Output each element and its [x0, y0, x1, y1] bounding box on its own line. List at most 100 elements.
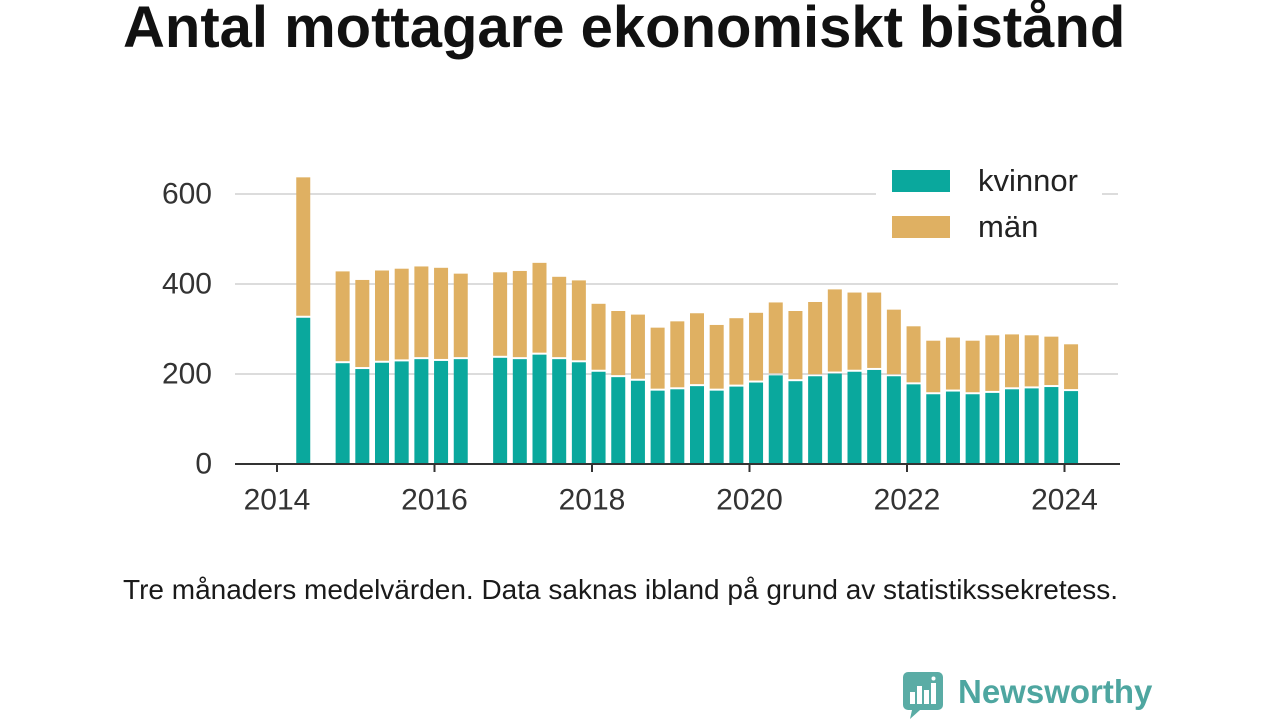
bar-man-2022-08 — [945, 337, 960, 390]
bar-man-2021-08 — [867, 292, 882, 368]
bar-man-2023-08 — [1024, 335, 1039, 387]
bar-man-2023-05 — [1005, 334, 1019, 388]
bar-man-2019-11 — [729, 318, 744, 385]
bar-man-2019-08 — [709, 324, 724, 389]
bar-kvinnor-2020-02 — [749, 382, 764, 464]
bar-kvinnor-2020-05 — [768, 375, 783, 464]
legend-item-man: män — [892, 209, 1102, 245]
bar-man-2023-11 — [1044, 336, 1059, 386]
bar-kvinnor-2017-11 — [571, 362, 586, 464]
bar-man-2016-05 — [453, 273, 468, 358]
chart-title: Antal mottagare ekonomiskt bistånd — [123, 0, 1126, 60]
bar-man-2015-02 — [355, 279, 370, 368]
bar-man-2015-05 — [375, 270, 389, 361]
bar-man-2022-05 — [926, 340, 941, 393]
legend-item-kvinnor: kvinnor — [892, 163, 1102, 199]
bar-man-2022-11 — [965, 340, 980, 393]
bar-man-2021-11 — [886, 309, 901, 375]
bar-man-2017-11 — [571, 280, 586, 361]
bar-chart-speech-bubble-icon — [903, 672, 943, 720]
bar-man-2017-08 — [552, 276, 567, 358]
bar-man-2015-11 — [414, 266, 429, 358]
bar-kvinnor-2018-11 — [650, 390, 665, 464]
x-tick-label: 2018 — [559, 484, 626, 517]
y-tick-label: 0 — [195, 448, 212, 481]
bar-man-2018-08 — [630, 314, 645, 379]
x-tick-label: 2024 — [1031, 484, 1098, 517]
bar-kvinnor-2023-05 — [1005, 389, 1019, 464]
bar-kvinnor-2023-08 — [1024, 388, 1039, 464]
bar-man-2024-02 — [1064, 344, 1079, 390]
bar-kvinnor-2022-08 — [945, 391, 960, 464]
bar-kvinnor-2019-05 — [690, 386, 704, 464]
stacked-bar-chart: 2014 2016 2018 2020 2022 2024 0 200 400 600 — [162, 177, 1120, 517]
bar-man-2017-02 — [512, 270, 527, 358]
bar-kvinnor-2019-11 — [729, 386, 744, 464]
x-tick-label: 2016 — [401, 484, 468, 517]
bar-man-2019-05 — [690, 313, 704, 385]
bar-kvinnor-2016-02 — [434, 360, 449, 464]
bar-kvinnor-2020-11 — [808, 376, 823, 464]
bar-kvinnor-2017-02 — [512, 359, 527, 464]
bar-man-2019-02 — [670, 321, 685, 388]
bar-kvinnor-2024-02 — [1064, 391, 1079, 464]
bar-man-2014-05 — [296, 177, 311, 316]
bar-man-2018-02 — [591, 303, 606, 370]
bar-kvinnor-2018-02 — [591, 371, 606, 464]
bar-kvinnor-2016-05 — [453, 359, 468, 464]
bar-kvinnor-2021-08 — [867, 369, 882, 464]
y-tick-label: 200 — [162, 358, 212, 391]
legend-label-man: män — [978, 209, 1039, 244]
bar-kvinnor-2018-08 — [630, 380, 645, 464]
y-axis-labels: 0 200 400 600 — [162, 178, 212, 481]
bar-kvinnor-2014-05 — [296, 317, 311, 464]
bar-kvinnor-2023-02 — [985, 392, 1000, 464]
bar-man-2016-02 — [434, 267, 449, 359]
x-tick-label: 2014 — [244, 484, 311, 517]
bar-man-2020-05 — [768, 302, 783, 374]
bar-kvinnor-2015-08 — [394, 361, 409, 464]
bar-man-2023-02 — [985, 335, 1000, 391]
bar-man-2016-11 — [493, 272, 508, 356]
bar-man-2018-05 — [611, 311, 626, 376]
bar-man-2017-05 — [532, 262, 547, 353]
legend-label-kvinnor: kvinnor — [978, 163, 1078, 198]
bar-kvinnor-2019-08 — [709, 390, 724, 464]
bar-man-2020-02 — [749, 312, 764, 381]
legend-swatch-man — [892, 216, 950, 238]
x-tick-label: 2020 — [716, 484, 783, 517]
bar-kvinnor-2019-02 — [670, 389, 685, 464]
x-tick-label: 2022 — [874, 484, 941, 517]
bar-man-2014-11 — [335, 271, 350, 362]
bar-kvinnor-2022-05 — [926, 394, 941, 464]
bar-kvinnor-2014-11 — [335, 363, 350, 464]
bar-kvinnor-2015-05 — [375, 362, 389, 464]
bar-man-2020-08 — [788, 311, 803, 380]
bar-man-2015-08 — [394, 268, 409, 360]
y-tick-label: 600 — [162, 178, 212, 211]
bar-kvinnor-2022-11 — [965, 394, 980, 464]
bar-kvinnor-2023-11 — [1044, 387, 1059, 464]
bars — [296, 177, 1079, 464]
bar-kvinnor-2021-11 — [886, 376, 901, 464]
bar-kvinnor-2015-02 — [355, 369, 370, 464]
bar-kvinnor-2015-11 — [414, 359, 429, 464]
y-tick-label: 400 — [162, 268, 212, 301]
bar-kvinnor-2016-11 — [493, 357, 508, 464]
newsworthy-logo: Newsworthy — [903, 672, 1163, 720]
legend-swatch-kvinnor — [892, 170, 950, 192]
bar-man-2020-11 — [808, 302, 823, 375]
bar-kvinnor-2022-02 — [906, 384, 921, 464]
bar-kvinnor-2017-08 — [552, 359, 567, 464]
chart-note: Tre månaders medelvärden. Data saknas ib… — [123, 574, 1119, 605]
bar-kvinnor-2018-05 — [611, 377, 626, 464]
bar-kvinnor-2020-08 — [788, 381, 803, 464]
bar-man-2021-05 — [847, 292, 862, 370]
newsworthy-logo-text: Newsworthy — [958, 673, 1153, 710]
bar-man-2018-11 — [650, 327, 665, 389]
x-axis-ticks: 2014 2016 2018 2020 2022 2024 — [244, 464, 1098, 517]
chart-legend: kvinnor män — [876, 158, 1102, 252]
bar-kvinnor-2021-02 — [827, 373, 842, 464]
bar-kvinnor-2021-05 — [847, 371, 862, 464]
bar-man-2022-02 — [906, 326, 921, 383]
